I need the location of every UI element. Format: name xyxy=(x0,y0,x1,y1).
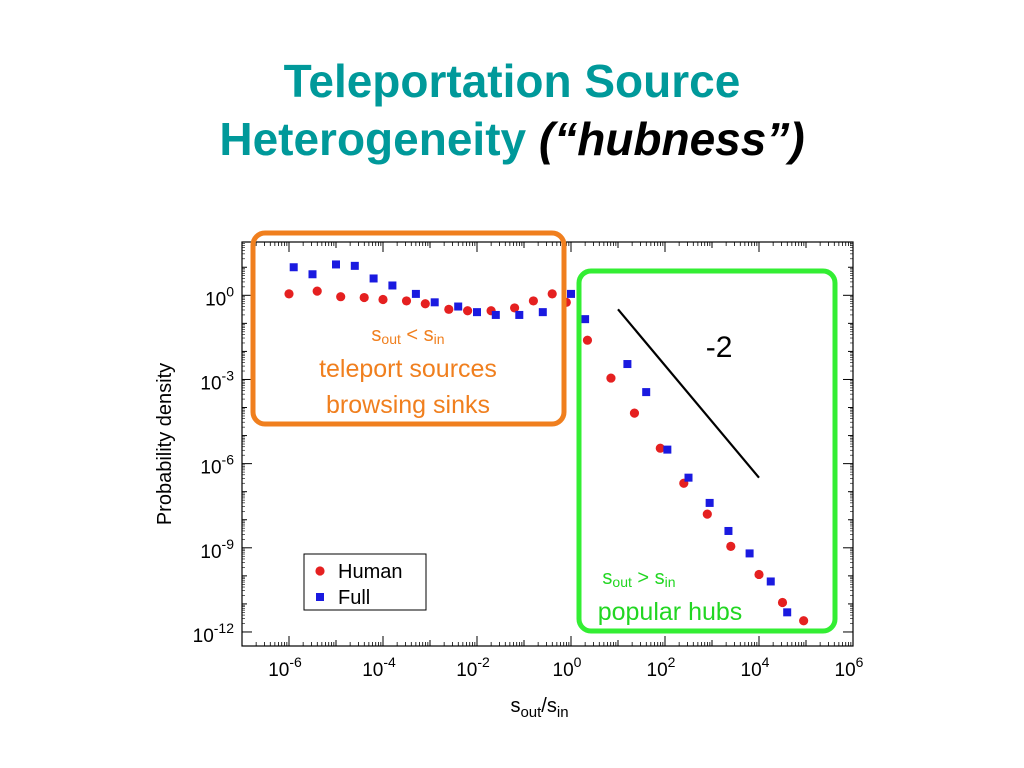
annotation-popular-hubs: sout > sin popular hubs xyxy=(576,268,838,634)
full-point xyxy=(724,526,733,535)
human-point xyxy=(582,335,593,345)
title-emphasis: (“hubness”) xyxy=(538,113,805,165)
x-axis-title: sout/sin xyxy=(510,695,568,720)
human-point xyxy=(401,296,412,306)
y-tick-label: 10-9 xyxy=(200,536,234,563)
full-point xyxy=(411,289,420,298)
full-point xyxy=(766,577,775,586)
legend-label: Full xyxy=(338,587,370,609)
human-point xyxy=(799,616,809,626)
full-point xyxy=(783,608,792,617)
orange-box-line3: browsing sinks xyxy=(326,391,490,419)
x-tick-label: 10-4 xyxy=(362,654,396,681)
title-line-2-main: Heterogeneity xyxy=(219,113,527,165)
human-point xyxy=(777,597,788,608)
human-point xyxy=(547,289,557,299)
full-point xyxy=(308,270,317,279)
full-point xyxy=(473,308,481,317)
human-point xyxy=(510,303,520,313)
green-box-line2: popular hubs xyxy=(598,598,743,626)
full-point xyxy=(454,302,463,311)
human-point xyxy=(726,541,736,552)
full-point xyxy=(623,360,632,369)
chart-panel: 10-6 10-4 10-2 100 102 104 106 100 10-3 10-6 10-9 1… xyxy=(150,215,874,720)
legend-label: Human xyxy=(338,561,402,583)
full-point xyxy=(581,315,590,324)
y-tick-label: 10-3 xyxy=(200,367,234,394)
green-box xyxy=(576,268,838,634)
full-point xyxy=(350,261,359,270)
slide-title: Teleportation Source Heterogeneity (“hub… xyxy=(0,52,1024,168)
x-tick-label: 10-2 xyxy=(456,654,490,681)
full-point xyxy=(430,298,439,307)
full-point xyxy=(663,445,672,454)
annotation-teleport-sources: sout < sin teleport sources browsing sinks xyxy=(250,230,567,427)
green-box-condition: sout > sin xyxy=(602,567,675,590)
x-tick-label: 100 xyxy=(553,654,582,681)
y-tick-label: 10-12 xyxy=(193,620,235,647)
legend-marker-full xyxy=(316,593,324,601)
full-point xyxy=(332,260,340,269)
x-tick-label: 106 xyxy=(835,654,864,681)
title-line-1: Teleportation Source xyxy=(283,55,741,107)
full-point xyxy=(745,549,754,558)
full-point xyxy=(388,281,397,290)
human-point xyxy=(655,443,665,453)
legend: Human Full xyxy=(303,553,427,611)
full-point xyxy=(289,263,298,272)
x-tick-label: 102 xyxy=(647,654,676,681)
y-tick-label: 10-6 xyxy=(200,452,234,479)
human-point xyxy=(463,306,473,316)
human-point xyxy=(702,509,712,519)
full-point xyxy=(567,289,575,298)
human-point xyxy=(444,304,454,314)
full-point xyxy=(705,498,714,507)
orange-box xyxy=(250,230,567,427)
human-point xyxy=(629,408,640,418)
human-point xyxy=(359,292,369,303)
scatter-plot: 10-6 10-4 10-2 100 102 104 106 100 10-3 10-6 10-9 1… xyxy=(154,230,864,720)
full-point xyxy=(491,310,500,319)
full-point xyxy=(369,274,378,283)
human-point xyxy=(336,292,346,302)
legend-marker-human xyxy=(315,566,325,576)
human-point xyxy=(420,299,430,309)
slope-reference-line xyxy=(617,308,760,479)
full-point xyxy=(684,473,693,482)
full-point xyxy=(642,388,651,397)
human-point xyxy=(528,296,538,306)
y-axis-title: Probability density xyxy=(154,363,176,525)
full-point xyxy=(515,310,524,319)
human-point xyxy=(754,569,764,580)
x-tick-label: 104 xyxy=(741,654,770,681)
legend-box xyxy=(303,553,427,611)
human-point xyxy=(378,294,388,305)
orange-box-condition: sout < sin xyxy=(371,324,444,347)
plot-frame xyxy=(241,241,854,647)
orange-box-line2: teleport sources xyxy=(319,355,497,383)
human-point xyxy=(284,289,294,299)
y-tick-label: 100 xyxy=(205,283,234,310)
x-tick-label: 10-6 xyxy=(268,654,302,681)
full-point xyxy=(538,308,547,317)
human-point xyxy=(606,373,616,383)
human-point xyxy=(312,286,322,296)
slope-label: -2 xyxy=(706,331,733,364)
title-line-2: Heterogeneity (“hubness”) xyxy=(0,110,1024,168)
